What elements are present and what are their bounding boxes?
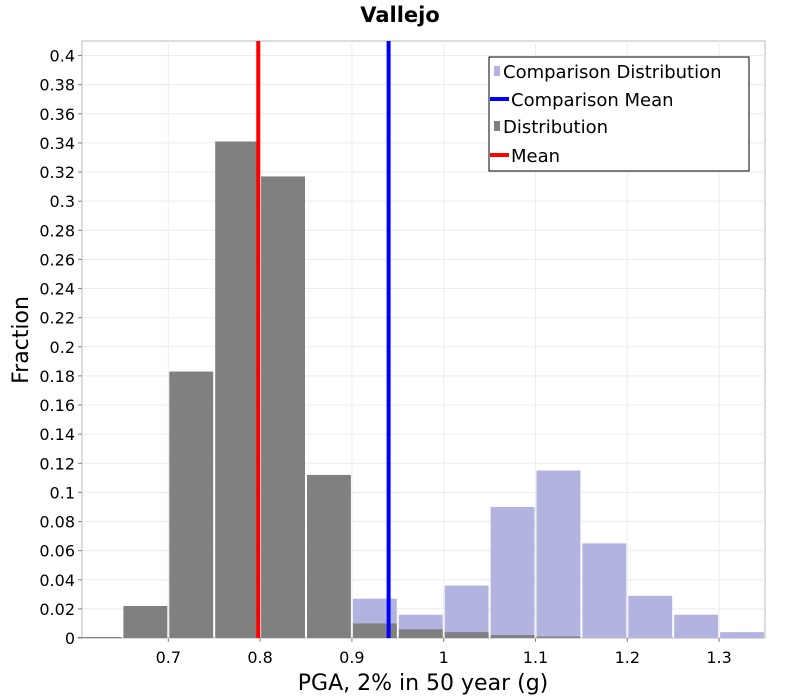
y-tick-label: 0.26 [39, 250, 75, 269]
x-tick-label: 1.2 [615, 648, 640, 667]
comparison-distribution-bar [674, 614, 719, 638]
legend-label-distribution: Distribution [503, 117, 608, 138]
y-tick-label: 0.14 [39, 425, 75, 444]
distribution-bar [77, 637, 122, 638]
mean-lines [256, 41, 391, 638]
y-tick-label: 0.34 [39, 134, 75, 153]
comparison-distribution-bar [490, 506, 535, 638]
comparison-distribution-bar [444, 585, 489, 638]
y-tick-label: 0.32 [39, 163, 75, 182]
y-tick-label: 0.28 [39, 221, 75, 240]
distribution-bar [169, 371, 214, 638]
x-tick-label: 0.8 [247, 648, 272, 667]
y-axis: 0 0.02 0.04 0.06 0.08 0.1 0.12 0.14 0.16 0.18 0.2 0… [39, 47, 82, 648]
distribution-bar [398, 629, 443, 638]
x-tick-label: 0.7 [156, 648, 181, 667]
x-tick-label: 0.9 [339, 648, 364, 667]
distribution-bar [444, 632, 489, 638]
y-tick-label: 0.38 [39, 76, 75, 95]
x-axis-label: PGA, 2% in 50 year (g) [298, 671, 549, 696]
x-tick-label: 1 [439, 648, 449, 667]
comparison-distribution-bar [628, 595, 673, 638]
distribution-bar [306, 474, 351, 638]
y-tick-label: 0.2 [50, 338, 75, 357]
legend-swatch-distribution [494, 121, 500, 131]
comparison-distribution-bars [352, 470, 764, 638]
legend-swatch-comparison-distribution [494, 66, 500, 76]
x-tick-label: 1.3 [706, 648, 731, 667]
y-tick-label: 0.4 [50, 47, 75, 66]
comparison-distribution-bar [536, 470, 581, 638]
distribution-bars [77, 141, 581, 639]
distribution-bar [490, 635, 535, 638]
chart-title: Vallejo [360, 3, 440, 27]
y-tick-label: 0 [65, 629, 75, 648]
y-tick-label: 0.3 [50, 192, 75, 211]
distribution-bar [536, 636, 581, 638]
y-tick-label: 0.18 [39, 367, 75, 386]
y-tick-label: 0.12 [39, 454, 75, 473]
x-axis: 0.7 0.8 0.9 1 1.1 1.2 1.3 [156, 638, 732, 667]
distribution-bar [352, 623, 397, 638]
distribution-bar [215, 141, 260, 638]
legend-label-comparison-mean: Comparison Mean [511, 90, 674, 111]
y-tick-label: 0.24 [39, 280, 75, 299]
y-tick-label: 0.36 [39, 105, 75, 124]
legend-box [488, 56, 750, 172]
y-tick-label: 0.06 [39, 542, 75, 561]
legend-label-mean: Mean [511, 146, 560, 167]
distribution-bar [261, 176, 305, 639]
y-axis-label: Fraction [9, 296, 34, 384]
distribution-bar [123, 605, 168, 638]
comparison-distribution-bar [720, 632, 764, 638]
y-tick-label: 0.02 [39, 600, 75, 619]
y-tick-label: 0.22 [39, 309, 75, 328]
legend-label-comparison-distribution: Comparison Distribution [503, 62, 722, 83]
y-tick-label: 0.16 [39, 396, 75, 415]
comparison-distribution-bar [582, 543, 627, 638]
y-tick-label: 0.04 [39, 571, 75, 590]
y-tick-label: 0.1 [50, 483, 75, 502]
legend: Comparison Distribution Comparison Mean … [488, 56, 750, 172]
y-tick-label: 0.08 [39, 513, 75, 532]
x-tick-label: 1.1 [523, 648, 548, 667]
